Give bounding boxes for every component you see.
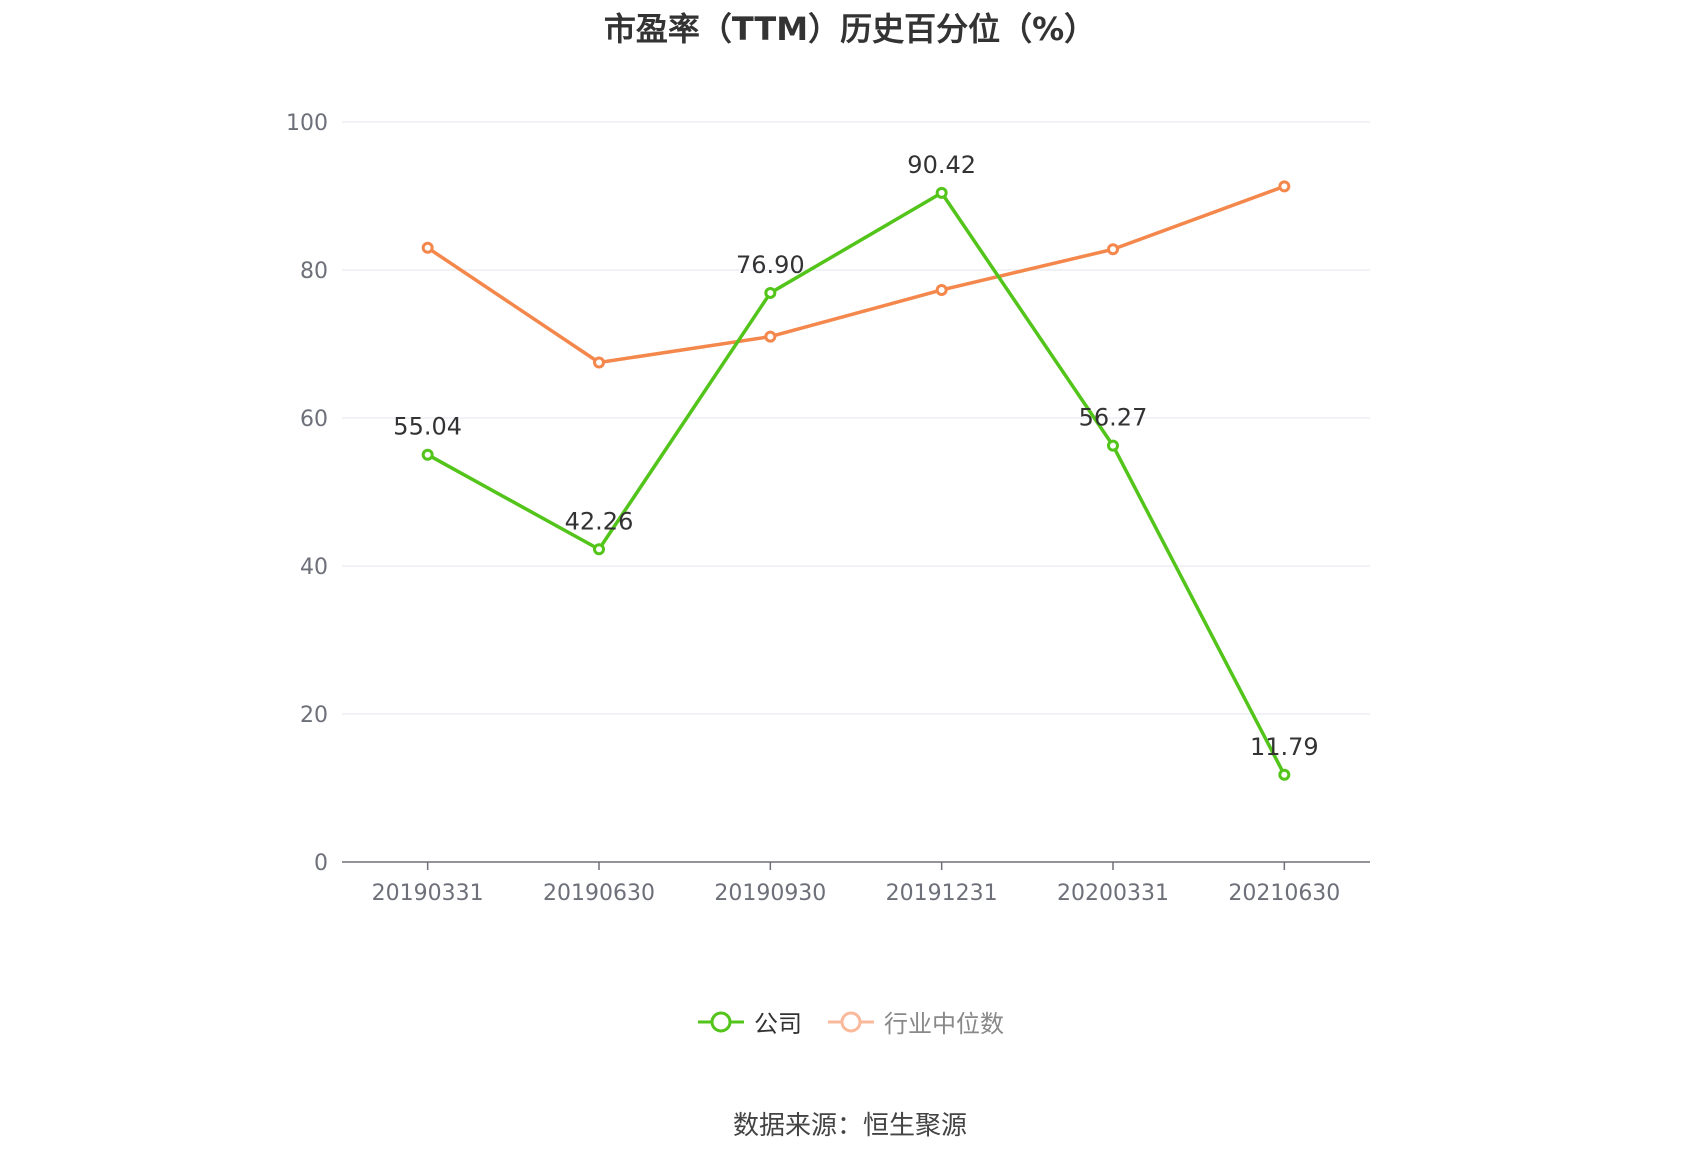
- legend-company-label: 公司: [754, 1010, 802, 1038]
- y-tick-label: 80: [300, 259, 328, 284]
- x-tick-label: 20190331: [372, 881, 484, 906]
- data-point-company: [421, 448, 434, 461]
- chart-title: 市盈率（TTM）历史百分位（%）: [603, 10, 1097, 48]
- legend-industry-icon: [828, 1011, 874, 1032]
- data-label: 90.42: [907, 151, 976, 179]
- legend-item-company[interactable]: 公司: [696, 1004, 802, 1039]
- data-point-industry: [764, 330, 777, 343]
- data-point-company: [593, 543, 605, 556]
- y-tick-label: 100: [286, 111, 328, 136]
- data-label: 11.79: [1250, 733, 1319, 761]
- y-tick-label: 60: [300, 407, 328, 432]
- grid-layer: [342, 121, 1370, 715]
- x-tick-label: 20200331: [1057, 881, 1169, 906]
- data-point-industry: [593, 356, 605, 369]
- data-point-industry: [1278, 180, 1291, 193]
- x-tick-label: 20210630: [1228, 881, 1340, 906]
- axis-layer: 0 20 40 60 80 100 20190331 20190630 20190930 2019…: [286, 111, 1370, 906]
- label-layer: 55.04 42.26 76.90 90.42 56.27 11.79: [393, 151, 1318, 761]
- legend-item-industry[interactable]: 行业中位数: [826, 1004, 1004, 1039]
- legend-industry-label: 行业中位数: [884, 1010, 1004, 1038]
- x-tick-label: 20191231: [886, 881, 998, 906]
- x-tick-label: 20190630: [543, 881, 655, 906]
- source-note: 数据来源：恒生聚源: [732, 1111, 967, 1141]
- x-tick-label: 20190930: [714, 881, 826, 906]
- data-point-industry: [421, 241, 434, 254]
- data-label: 55.04: [393, 413, 462, 441]
- data-point-industry: [1107, 243, 1119, 256]
- data-point-industry: [935, 283, 948, 296]
- data-label: 42.26: [565, 507, 634, 535]
- y-tick-label: 40: [300, 555, 328, 580]
- data-point-company: [1107, 439, 1119, 452]
- series-line-company: [426, 191, 1286, 776]
- data-point-company: [764, 286, 777, 299]
- y-tick-label: 20: [300, 703, 328, 728]
- data-point-company: [935, 186, 948, 199]
- series-layer: [421, 180, 1291, 781]
- legend: 公司 行业中位数: [0, 1004, 1700, 1039]
- data-point-company: [1278, 768, 1291, 781]
- data-label: 56.27: [1079, 404, 1148, 432]
- legend-company-icon: [698, 1011, 744, 1032]
- series-line-industry: [426, 184, 1285, 365]
- y-tick-label: 0: [314, 851, 328, 876]
- data-label: 76.90: [736, 251, 805, 279]
